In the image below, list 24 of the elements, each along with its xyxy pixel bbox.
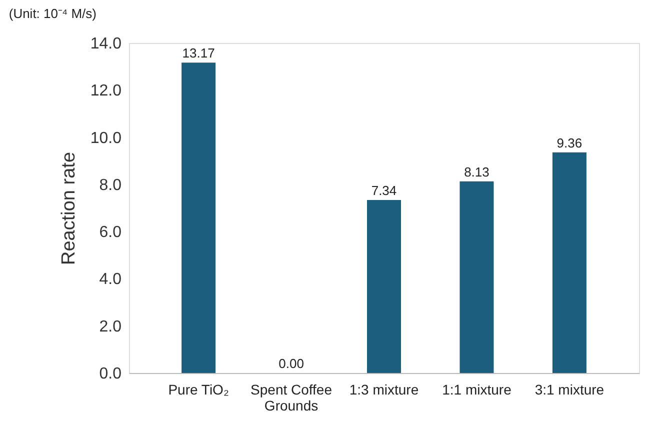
y-tick-label: 10.0 bbox=[90, 130, 122, 147]
data-label: 7.34 bbox=[371, 182, 397, 198]
data-label: 8.13 bbox=[464, 164, 490, 180]
text: (Unit: 10⁻⁴ M/s) bbox=[8, 6, 96, 21]
data-label: 0.00 bbox=[278, 356, 304, 371]
y-tick-label: 14.0 bbox=[90, 36, 122, 52]
bar bbox=[367, 200, 401, 373]
bar bbox=[182, 62, 216, 373]
x-tick-label: 1:1 mixture bbox=[442, 382, 512, 398]
y-tick-label: 2.0 bbox=[99, 318, 122, 336]
data-label: 9.36 bbox=[556, 135, 582, 150]
y-axis-title: Reaction rate bbox=[58, 152, 80, 266]
bar bbox=[552, 152, 586, 373]
bar bbox=[460, 181, 494, 373]
data-label: 13.17 bbox=[182, 46, 215, 61]
y-tick-label: 0.0 bbox=[99, 366, 122, 382]
y-tick-label: 4.0 bbox=[99, 271, 122, 288]
x-tick-label: 3:1 mixture bbox=[534, 382, 604, 398]
x-tick-label: Pure TiO₂ bbox=[168, 382, 229, 398]
y-tick-label: 12.0 bbox=[90, 82, 122, 100]
x-tick-label: 1:3 mixture bbox=[349, 382, 419, 398]
y-tick-label: 6.0 bbox=[99, 224, 122, 242]
x-tick-label: Spent Coffee Grounds bbox=[250, 382, 332, 414]
y-tick-label: 8.0 bbox=[99, 176, 122, 194]
